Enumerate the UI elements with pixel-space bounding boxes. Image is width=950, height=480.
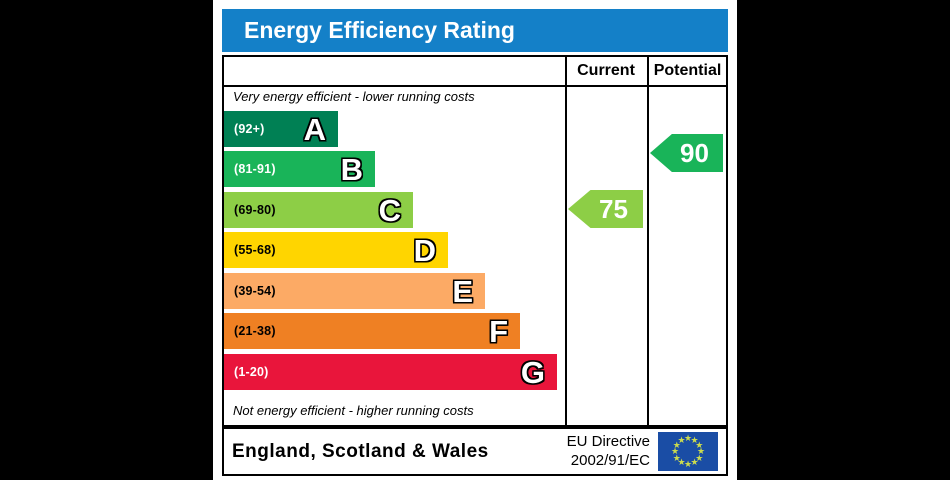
top-caption: Very energy efficient - lower running co…	[233, 89, 475, 104]
band-A: (92+) A	[224, 111, 338, 147]
eu-directive-label: EU Directive 2002/91/EC	[550, 432, 650, 470]
band-B: (81-91) B	[224, 151, 375, 187]
band-D: (55-68) D	[224, 232, 448, 268]
band-letter: B	[340, 151, 363, 187]
bottom-caption: Not energy efficient - higher running co…	[233, 403, 474, 418]
band-letter: D	[413, 232, 436, 268]
current-rating-value: 75	[599, 193, 628, 224]
eu-flag-star: ★	[683, 433, 693, 443]
band-letter: F	[489, 313, 508, 349]
band-E: (39-54) E	[224, 273, 485, 309]
eu-flag-star: ★	[677, 434, 686, 445]
band-range-label: (81-91)	[234, 162, 276, 176]
band-letter: G	[520, 354, 545, 390]
column-header-current: Current	[577, 62, 635, 79]
band-letter: A	[303, 111, 326, 147]
potential-rating-value: 90	[680, 137, 709, 168]
chart-panel: Energy Efficiency Rating Current Potenti…	[213, 0, 737, 480]
eu-flag-icon: ★ ★ ★ ★ ★ ★ ★ ★ ★ ★ ★ ★	[658, 432, 718, 471]
band-letter: E	[452, 273, 473, 309]
eu-directive-line2: 2002/91/EC	[570, 452, 650, 469]
eu-flag-star: ★	[672, 452, 681, 463]
chart-title-bar: Energy Efficiency Rating	[222, 9, 728, 52]
eu-flag-star: ★	[683, 459, 693, 469]
footer: England, Scotland & Wales EU Directive 2…	[222, 427, 728, 476]
footer-region-label: England, Scotland & Wales	[232, 440, 489, 462]
eu-flag-star: ★	[677, 457, 686, 468]
eu-flag-star: ★	[690, 457, 699, 468]
eu-flag-star: ★	[695, 439, 704, 450]
band-F: (21-38) F	[224, 313, 520, 349]
column-divider-potential	[647, 55, 649, 427]
band-range-label: (21-38)	[234, 324, 276, 338]
chart-title: Energy Efficiency Rating	[244, 17, 515, 43]
eu-flag-star: ★	[695, 452, 704, 463]
column-divider-current	[565, 55, 567, 427]
column-header-potential: Potential	[653, 62, 722, 79]
eu-flag-star: ★	[672, 439, 681, 450]
band-range-label: (39-54)	[234, 284, 276, 298]
band-C: (69-80) C	[224, 192, 413, 228]
band-range-label: (92+)	[234, 122, 265, 136]
eu-flag-star: ★	[690, 434, 699, 445]
header-divider	[222, 85, 728, 87]
band-range-label: (69-80)	[234, 203, 276, 217]
band-range-label: (1-20)	[234, 365, 269, 379]
eu-flag-star: ★	[696, 446, 706, 456]
eu-directive-line1: EU Directive	[566, 433, 650, 450]
band-range-label: (55-68)	[234, 243, 276, 257]
band-letter: C	[378, 192, 401, 228]
band-G: (1-20) G	[224, 354, 557, 390]
rating-table-frame	[222, 55, 728, 427]
eu-flag-star: ★	[670, 446, 680, 456]
